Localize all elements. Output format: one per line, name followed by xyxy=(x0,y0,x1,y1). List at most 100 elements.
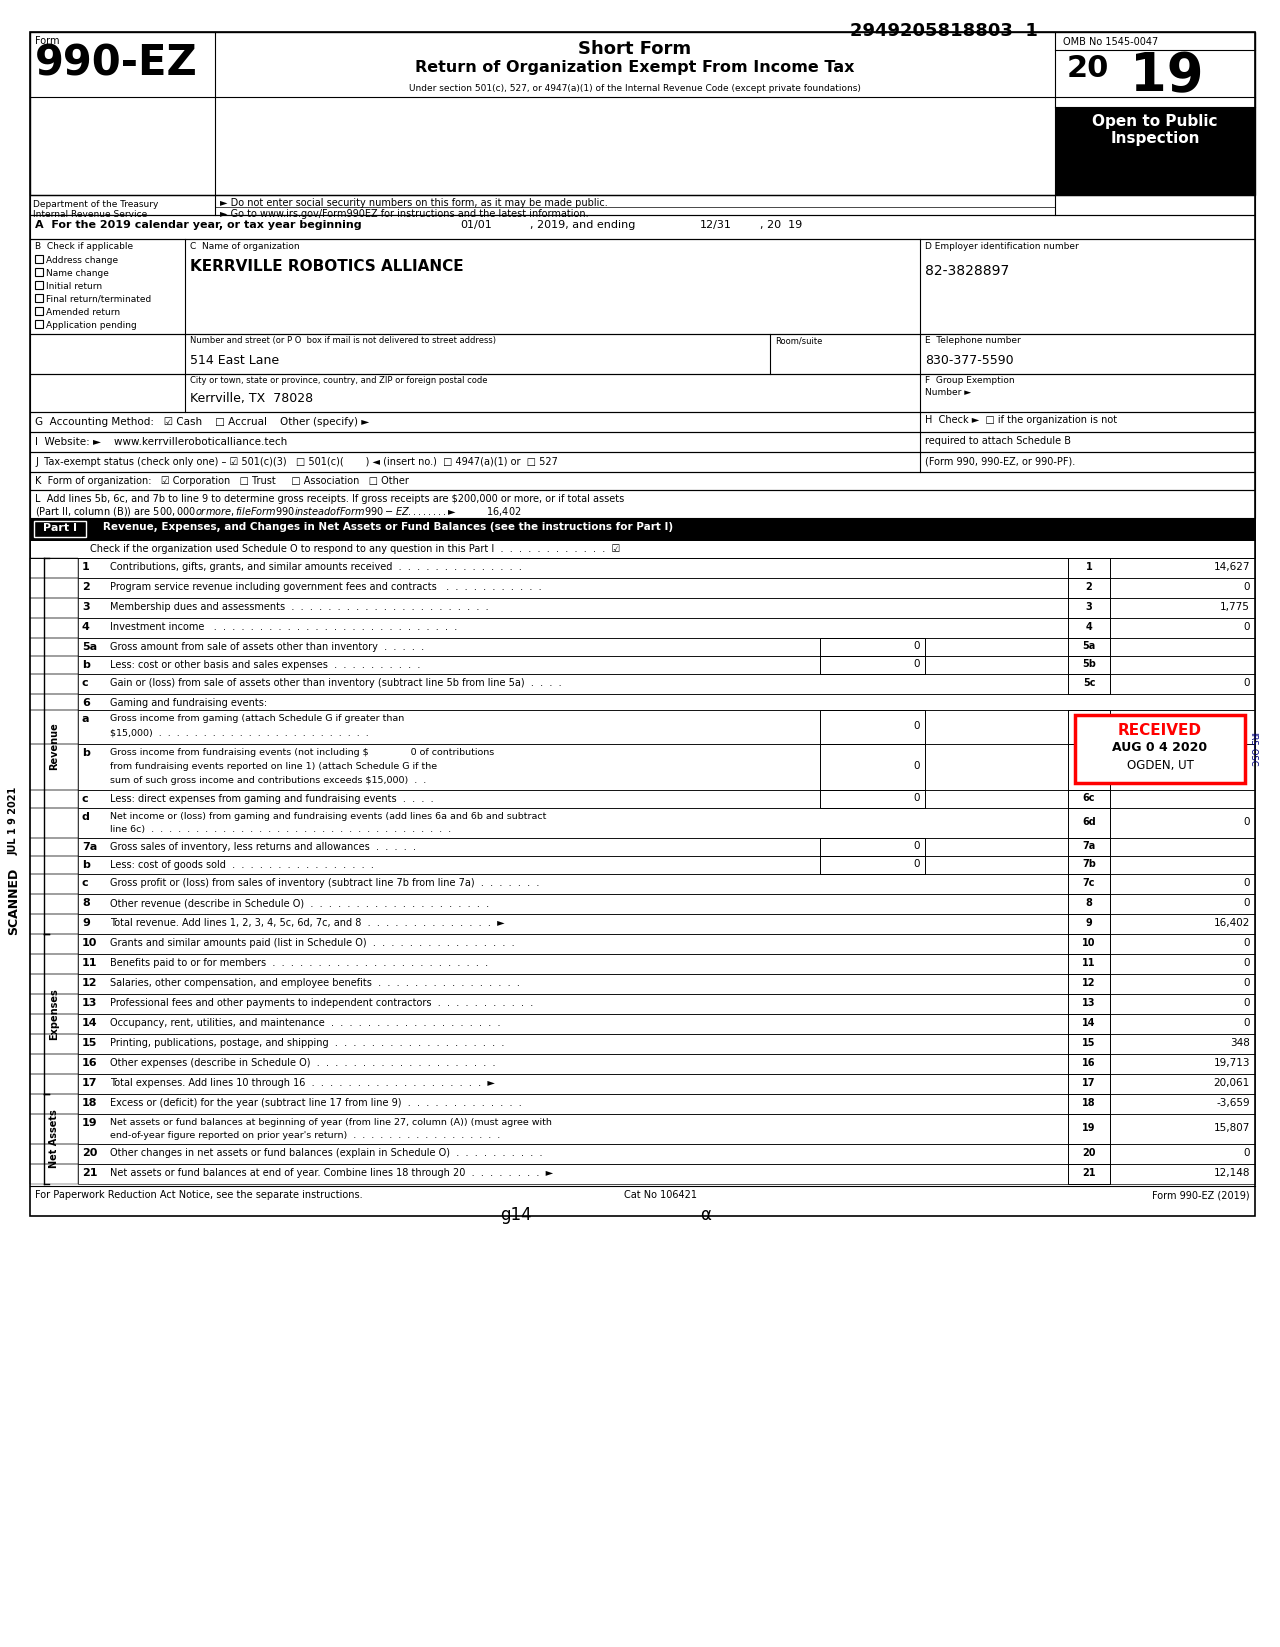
Bar xyxy=(78,954,1254,973)
Bar xyxy=(1068,875,1110,894)
Text: -3,659: -3,659 xyxy=(1216,1099,1251,1108)
Text: E  Telephone number: E Telephone number xyxy=(925,336,1020,344)
Bar xyxy=(78,693,1254,710)
Text: 0: 0 xyxy=(914,842,920,851)
Bar xyxy=(29,216,1254,239)
Bar xyxy=(1055,107,1254,194)
Bar xyxy=(1068,973,1110,995)
Text: For Paperwork Reduction Act Notice, see the separate instructions.: For Paperwork Reduction Act Notice, see … xyxy=(35,1191,362,1201)
Text: 20: 20 xyxy=(1068,54,1110,82)
Bar xyxy=(78,1164,1254,1184)
Bar xyxy=(35,255,44,264)
Text: ► Do not enter social security numbers on this form, as it may be made public.: ► Do not enter social security numbers o… xyxy=(220,198,608,208)
Text: 12: 12 xyxy=(82,978,97,988)
Bar xyxy=(29,618,78,637)
Bar xyxy=(29,809,78,838)
Bar xyxy=(1068,954,1110,973)
Text: Net assets or fund balances at beginning of year (from line 27, column (A)) (mus: Net assets or fund balances at beginning… xyxy=(110,1118,552,1127)
Bar xyxy=(29,710,78,744)
Text: 4: 4 xyxy=(82,623,90,632)
Text: 82-3828897: 82-3828897 xyxy=(925,264,1009,278)
Text: 0: 0 xyxy=(1243,1148,1251,1158)
Text: 19: 19 xyxy=(1083,1123,1096,1133)
Bar xyxy=(1068,1074,1110,1094)
Bar xyxy=(29,239,1254,334)
Bar xyxy=(29,637,78,656)
Text: F  Group Exemption: F Group Exemption xyxy=(925,376,1015,385)
Text: Investment income   .  .  .  .  .  .  .  .  .  .  .  .  .  .  .  .  .  .  .  .  : Investment income . . . . . . . . . . . … xyxy=(110,623,457,632)
Bar xyxy=(1068,934,1110,954)
Bar xyxy=(1068,674,1110,693)
Text: Less: cost of goods sold  .  .  .  .  .  .  .  .  .  .  .  .  .  .  .  .: Less: cost of goods sold . . . . . . . .… xyxy=(110,860,374,870)
Text: , 20  19: , 20 19 xyxy=(760,221,803,231)
Bar xyxy=(29,31,1254,1215)
Bar xyxy=(820,710,925,744)
Text: 0: 0 xyxy=(1243,623,1251,632)
Text: 8: 8 xyxy=(1085,898,1092,907)
Text: 17: 17 xyxy=(1083,1079,1096,1089)
Bar xyxy=(78,656,1254,674)
Text: 830-377-5590: 830-377-5590 xyxy=(925,354,1014,367)
Text: 18: 18 xyxy=(82,1099,97,1108)
Text: B  Check if applicable: B Check if applicable xyxy=(35,242,133,250)
Text: , 2019, and ending: , 2019, and ending xyxy=(530,221,635,231)
Text: 15: 15 xyxy=(1083,1038,1096,1047)
Text: 20: 20 xyxy=(82,1148,97,1158)
Bar xyxy=(29,914,78,934)
Text: G  Accounting Method:   ☑ Cash    □ Accrual    Other (specify) ►: G Accounting Method: ☑ Cash □ Accrual Ot… xyxy=(35,417,369,427)
Text: 20,061: 20,061 xyxy=(1213,1079,1251,1089)
Bar xyxy=(29,491,1254,519)
Bar xyxy=(29,1074,78,1094)
Bar xyxy=(78,809,1254,838)
Text: Department of the Treasury
Internal Revenue Service: Department of the Treasury Internal Reve… xyxy=(33,199,159,219)
Bar xyxy=(29,334,1254,374)
Text: JUL 1 9 2021: JUL 1 9 2021 xyxy=(9,787,19,855)
Text: Name change: Name change xyxy=(46,268,109,278)
Text: RECEIVED: RECEIVED xyxy=(1117,723,1202,738)
Text: 0: 0 xyxy=(914,721,920,731)
Bar xyxy=(29,744,78,791)
Bar xyxy=(35,320,44,328)
Text: 1: 1 xyxy=(82,562,90,572)
Text: g14: g14 xyxy=(500,1206,531,1224)
Text: Form 990-EZ (2019): Form 990-EZ (2019) xyxy=(1152,1191,1251,1201)
Text: 0: 0 xyxy=(914,641,920,651)
Bar xyxy=(78,744,1254,791)
Text: Revenue, Expenses, and Changes in Net Assets or Fund Balances (see the instructi: Revenue, Expenses, and Changes in Net As… xyxy=(92,522,673,532)
Text: 0: 0 xyxy=(1243,817,1251,827)
Bar xyxy=(78,934,1254,954)
Bar xyxy=(1068,995,1110,1015)
Text: (Part II, column (B)) are $500,000 or more, file Form 990 instead of Form 990-EZ: (Part II, column (B)) are $500,000 or mo… xyxy=(35,506,521,519)
Bar xyxy=(29,412,1254,432)
Text: 0: 0 xyxy=(914,860,920,870)
Bar xyxy=(78,1074,1254,1094)
Text: 348: 348 xyxy=(1230,1038,1251,1047)
Text: 11: 11 xyxy=(82,959,97,968)
Text: 2: 2 xyxy=(1085,581,1092,591)
Text: 990-EZ: 990-EZ xyxy=(35,43,197,84)
Bar xyxy=(29,598,78,618)
Text: 19: 19 xyxy=(1130,49,1203,102)
Bar xyxy=(1068,894,1110,914)
Bar xyxy=(78,973,1254,995)
Bar xyxy=(78,598,1254,618)
Bar xyxy=(1068,618,1110,637)
Text: Number ►: Number ► xyxy=(925,389,972,397)
Text: Cat No 106421: Cat No 106421 xyxy=(623,1191,696,1201)
Text: 14: 14 xyxy=(1083,1018,1096,1028)
Text: AUG 0 4 2020: AUG 0 4 2020 xyxy=(1112,741,1207,754)
Text: 14: 14 xyxy=(82,1018,97,1028)
Text: Salaries, other compensation, and employee benefits  .  .  .  .  .  .  .  .  .  : Salaries, other compensation, and employ… xyxy=(110,978,520,988)
Bar xyxy=(29,1164,78,1184)
Bar xyxy=(78,856,1254,875)
Bar xyxy=(78,791,1254,809)
Text: Open to Public
Inspection: Open to Public Inspection xyxy=(1092,114,1217,147)
Bar xyxy=(35,282,44,288)
Text: 9: 9 xyxy=(1085,917,1092,927)
Text: Gross amount from sale of assets other than inventory  .  .  .  .  .: Gross amount from sale of assets other t… xyxy=(110,642,424,652)
Bar xyxy=(78,914,1254,934)
Text: Printing, publications, postage, and shipping  .  .  .  .  .  .  .  .  .  .  .  : Printing, publications, postage, and shi… xyxy=(110,1038,504,1047)
Bar xyxy=(78,1015,1254,1034)
Text: from fundraising events reported on line 1) (attach Schedule G if the: from fundraising events reported on line… xyxy=(110,763,438,771)
Text: Kerrville, TX  78028: Kerrville, TX 78028 xyxy=(189,392,314,405)
